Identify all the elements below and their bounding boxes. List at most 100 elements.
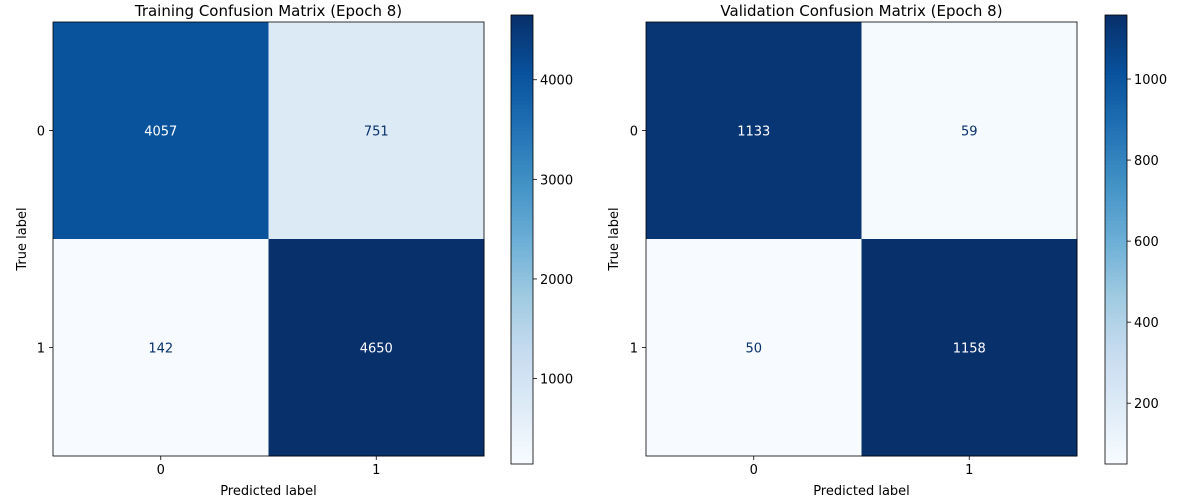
validation-colorbar-slice: [1105, 385, 1127, 390]
training-colorbar-slice: [511, 145, 533, 151]
training-colorbar-slice: [511, 381, 533, 387]
validation-colorbar-slice: [1105, 374, 1127, 379]
validation-colorbar-slice: [1105, 392, 1127, 398]
validation-colorbar-frame: [1104, 14, 1128, 465]
training-colorbar-slice: [511, 71, 533, 76]
training-colorbar-slice: [511, 116, 533, 121]
validation-colorbar-slice: [1105, 265, 1127, 271]
validation-colorbar-slice: [1105, 348, 1127, 353]
validation-colorbar-slice: [1105, 149, 1127, 155]
validation-colorbar-slice: [1105, 303, 1127, 308]
training-colorbar-slice: [511, 348, 533, 353]
training-colorbar-slice: [511, 74, 533, 80]
validation-colorbar-slice: [1105, 71, 1127, 76]
training-colorbar-slice: [511, 265, 533, 271]
training-colorbar-slice: [511, 362, 533, 368]
validation-colorbar-slice: [1105, 198, 1127, 203]
training-colorbar-slice: [511, 280, 533, 285]
training-colorbar-slice: [511, 33, 533, 39]
training-colorbar-slice: [511, 269, 533, 274]
training-colorbar-tick-label-2: 3000: [540, 173, 573, 188]
training-colorbar-slice: [511, 89, 533, 95]
validation-cell-value-r1-c0: 50: [745, 342, 762, 357]
validation-colorbar-tick-label-0: 200: [1134, 397, 1159, 412]
training-colorbar-slice: [511, 430, 533, 435]
training-colorbar-slice: [511, 239, 533, 244]
training-colorbar-slice: [511, 93, 533, 98]
validation-colorbar-slice: [1105, 142, 1127, 147]
validation-colorbar-slice: [1105, 127, 1127, 132]
validation-colorbar-slice: [1105, 18, 1127, 24]
training-colorbar-slice: [511, 385, 533, 390]
validation-colorbar-slice: [1105, 44, 1127, 50]
validation-colorbar-slice: [1105, 179, 1127, 184]
training-colorbar-slice: [511, 41, 533, 46]
training-colorbar-slice: [511, 157, 533, 162]
training-colorbar-slice: [511, 56, 533, 61]
validation-colorbar-slice: [1105, 389, 1127, 394]
training-colorbar-slice: [511, 130, 533, 136]
validation-colorbar-slice: [1105, 452, 1127, 458]
training-colorbar-slice: [511, 153, 533, 158]
validation-colorbar-slice: [1105, 407, 1127, 413]
training-x-axis-label: Predicted label: [220, 484, 317, 499]
validation-colorbar-slice: [1105, 48, 1127, 54]
validation-colorbar-slice: [1105, 422, 1127, 428]
validation-colorbar-slice: [1105, 239, 1127, 244]
training-colorbar-slice: [511, 351, 533, 357]
validation-x-axis-label: Predicted label: [813, 484, 910, 499]
training-colorbar-slice: [511, 250, 533, 256]
training-colorbar-slice: [511, 78, 533, 83]
training-chart-title: Training Confusion Matrix (Epoch 8): [134, 2, 402, 20]
validation-cell-r1-c0: [646, 239, 862, 457]
validation-colorbar-slice: [1105, 314, 1127, 319]
training-colorbar-slice: [511, 104, 533, 110]
validation-colorbar-slice: [1105, 434, 1127, 439]
training-colorbar-slice: [511, 37, 533, 42]
training-colorbar-slice: [511, 299, 533, 304]
training-colorbar-slice: [511, 400, 533, 405]
validation-colorbar-slice: [1105, 138, 1127, 143]
validation-colorbar-slice: [1105, 97, 1127, 102]
validation-colorbar-slice: [1105, 411, 1127, 416]
validation-axes-frame: [645, 21, 1078, 457]
training-colorbar-slice: [511, 168, 533, 173]
validation-colorbar-slice: [1105, 108, 1127, 113]
validation-colorbar-slice: [1105, 160, 1127, 166]
validation-colorbar-slice: [1105, 74, 1127, 80]
training-colorbar-slice: [511, 415, 533, 420]
training-x-tick-label-0: 0: [157, 463, 165, 478]
validation-colorbar-slice: [1105, 190, 1127, 196]
validation-colorbar-slice: [1105, 37, 1127, 42]
training-colorbar-slice: [511, 303, 533, 308]
validation-colorbar-slice: [1105, 224, 1127, 229]
validation-colorbar-slice: [1105, 78, 1127, 83]
training-colorbar-slice: [511, 138, 533, 143]
validation-colorbar-slice: [1105, 153, 1127, 158]
training-colorbar-slice: [511, 18, 533, 24]
validation-colorbar-slice: [1105, 456, 1127, 461]
training-colorbar-frame: [510, 14, 534, 465]
validation-colorbar-slice: [1105, 362, 1127, 368]
training-y-tick-label-1: 1: [37, 342, 45, 357]
training-colorbar-slice: [511, 456, 533, 461]
training-colorbar-slice: [511, 86, 533, 91]
validation-colorbar-slice: [1105, 130, 1127, 136]
validation-colorbar-slice: [1105, 205, 1127, 211]
training-colorbar-slice: [511, 329, 533, 334]
training-colorbar-slice: [511, 228, 533, 233]
training-colorbar-slice: [511, 235, 533, 241]
validation-colorbar-tick-label-3: 800: [1134, 154, 1159, 169]
validation-colorbar-slice: [1105, 26, 1127, 31]
training-colorbar-slice: [511, 452, 533, 458]
training-colorbar-slice: [511, 202, 533, 207]
validation-colorbar-slice: [1105, 116, 1127, 121]
validation-colorbar-slice: [1105, 370, 1127, 375]
validation-colorbar-tick-label-2: 600: [1134, 235, 1159, 250]
validation-colorbar-slice: [1105, 441, 1127, 446]
validation-colorbar-slice: [1105, 29, 1127, 35]
training-colorbar-slice: [511, 187, 533, 192]
validation-cell-r1-c1: [861, 239, 1078, 457]
training-colorbar-slice: [511, 22, 533, 27]
